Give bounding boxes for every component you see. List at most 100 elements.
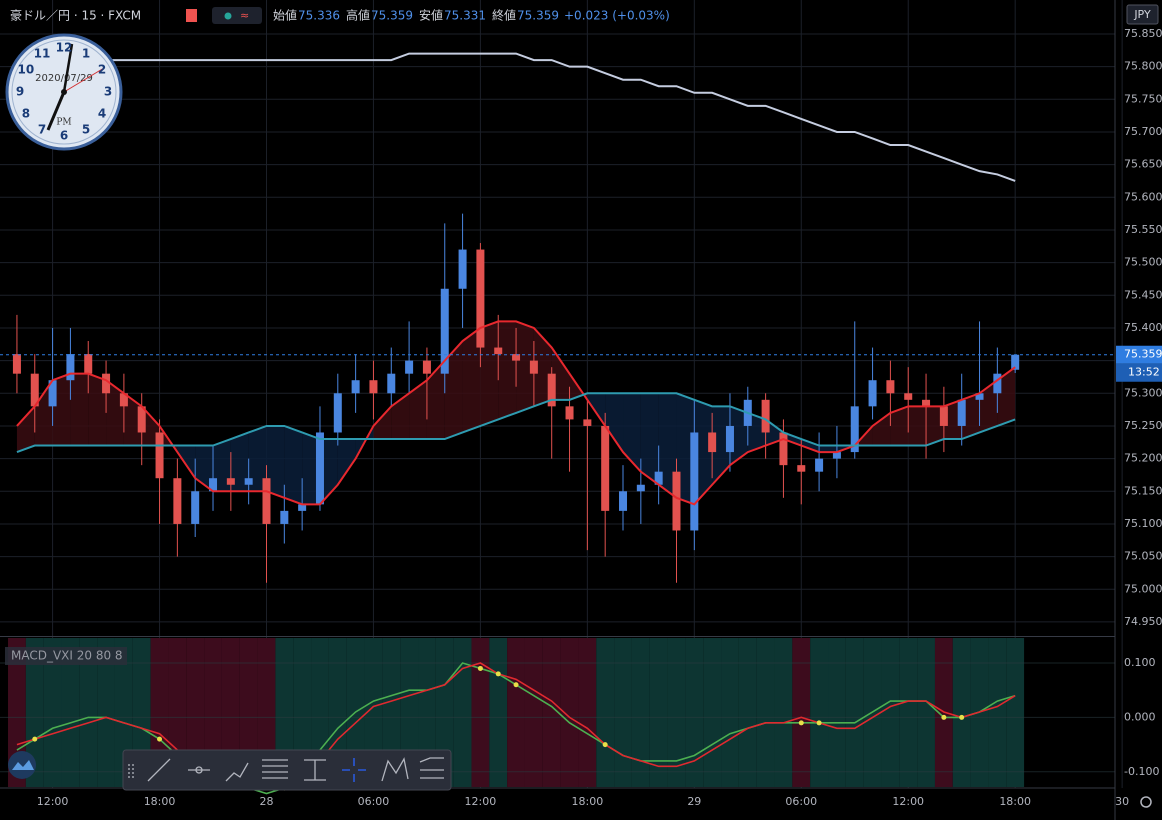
macd-band xyxy=(453,638,472,787)
indicator-title: MACD_VXI 20 80 8 xyxy=(11,649,123,663)
candle-body xyxy=(654,471,663,485)
candle-body xyxy=(66,354,75,381)
candle-body xyxy=(761,399,770,433)
indicator-label-bg xyxy=(5,647,127,665)
ma-fill xyxy=(908,406,927,446)
macd-band xyxy=(97,638,115,787)
x-tick-label: 30 xyxy=(1115,795,1129,808)
macd-band xyxy=(542,638,561,787)
x-tick-label: 18:00 xyxy=(144,795,176,808)
countdown: 13:52 xyxy=(1128,366,1160,379)
macd-band xyxy=(489,638,508,787)
clock-date: 2020/07/29 xyxy=(35,73,93,84)
candle-body xyxy=(494,347,503,355)
candle-body xyxy=(815,458,824,472)
tool-measure[interactable] xyxy=(304,759,326,781)
cross-dot xyxy=(157,736,163,742)
y-tick-label: 75.100 xyxy=(1124,517,1162,530)
clock-number: 12 xyxy=(56,41,73,55)
candle-body xyxy=(672,471,681,531)
ma-fill xyxy=(213,439,231,492)
moving-average xyxy=(16,52,1016,182)
ma-fill xyxy=(480,321,499,426)
tool-trendline[interactable] xyxy=(147,758,171,782)
macd-band xyxy=(524,638,543,787)
status-badge xyxy=(212,7,262,24)
ma-fill xyxy=(230,432,249,492)
candle-body xyxy=(405,360,414,374)
status-dot xyxy=(224,12,232,20)
cross-dot xyxy=(477,665,483,671)
candle-body xyxy=(886,380,895,394)
cross-dot xyxy=(513,682,519,688)
clock-number: 10 xyxy=(18,63,35,77)
candle-body xyxy=(387,373,396,394)
y-tick-label: 75.150 xyxy=(1124,484,1162,497)
tool-crosshair[interactable] xyxy=(342,758,366,782)
tool-fib[interactable] xyxy=(262,759,288,779)
ma-fill xyxy=(444,341,463,440)
ma-fill xyxy=(391,393,410,440)
cross-dot xyxy=(941,714,947,720)
y-tick-label: 75.250 xyxy=(1124,419,1162,432)
price-tag xyxy=(1116,345,1162,364)
macd-band xyxy=(721,638,739,787)
macd-band xyxy=(917,638,935,787)
tool-path[interactable] xyxy=(225,762,249,782)
ma-fill xyxy=(765,419,784,446)
tool-horizontal-ray[interactable] xyxy=(188,766,210,774)
candle-body xyxy=(547,373,556,407)
ma-fill xyxy=(819,445,837,453)
tool-forecast[interactable] xyxy=(419,757,444,779)
macd-band xyxy=(25,638,44,787)
candle-body xyxy=(529,360,538,374)
ma-fill xyxy=(872,412,891,446)
currency-box[interactable] xyxy=(1126,4,1159,25)
ma-fill xyxy=(195,445,214,492)
status-wave: ≈ xyxy=(240,9,249,22)
candle-body xyxy=(904,393,913,400)
ma-fill xyxy=(926,406,944,446)
macd-band xyxy=(507,638,525,787)
ma-fill xyxy=(302,432,320,505)
logo[interactable] xyxy=(8,751,36,779)
ma-fill xyxy=(783,432,802,446)
ma-fill xyxy=(605,393,624,453)
ma-fill xyxy=(533,327,552,407)
candle-body xyxy=(48,380,57,407)
ma-fill xyxy=(694,399,713,505)
candle-body xyxy=(708,432,717,453)
candle-body xyxy=(315,432,324,505)
ma-fill xyxy=(979,380,998,433)
x-tick-label: 06:00 xyxy=(785,795,817,808)
x-tick-label: 12:00 xyxy=(892,795,924,808)
candle-body xyxy=(440,288,449,374)
candle-body xyxy=(155,432,164,479)
clock-number: 5 xyxy=(82,123,90,137)
tool-pattern[interactable] xyxy=(381,757,409,782)
high-value: 75.359 xyxy=(371,9,413,23)
settings-icon[interactable] xyxy=(1140,796,1152,808)
y-tick-label: 75.550 xyxy=(1124,223,1162,236)
macd-band xyxy=(738,638,757,787)
ma-fill xyxy=(70,373,89,446)
y-tick-label: 75.500 xyxy=(1124,256,1162,269)
macd-band xyxy=(756,638,775,787)
macd-band xyxy=(774,638,793,787)
clock-number: 8 xyxy=(22,107,30,121)
clock-number: 3 xyxy=(104,85,112,99)
macd-band xyxy=(578,638,597,787)
candle-body xyxy=(12,354,21,374)
macd-band xyxy=(845,638,864,787)
candle-body xyxy=(244,478,253,485)
candle-body xyxy=(725,425,734,453)
macd-band xyxy=(667,638,686,787)
close-label: 終値 xyxy=(492,8,516,23)
ma-fill xyxy=(337,439,356,485)
candle-body xyxy=(583,419,592,426)
candle-body xyxy=(1011,354,1020,370)
macd-band xyxy=(614,638,632,787)
ma-fill xyxy=(34,380,53,446)
